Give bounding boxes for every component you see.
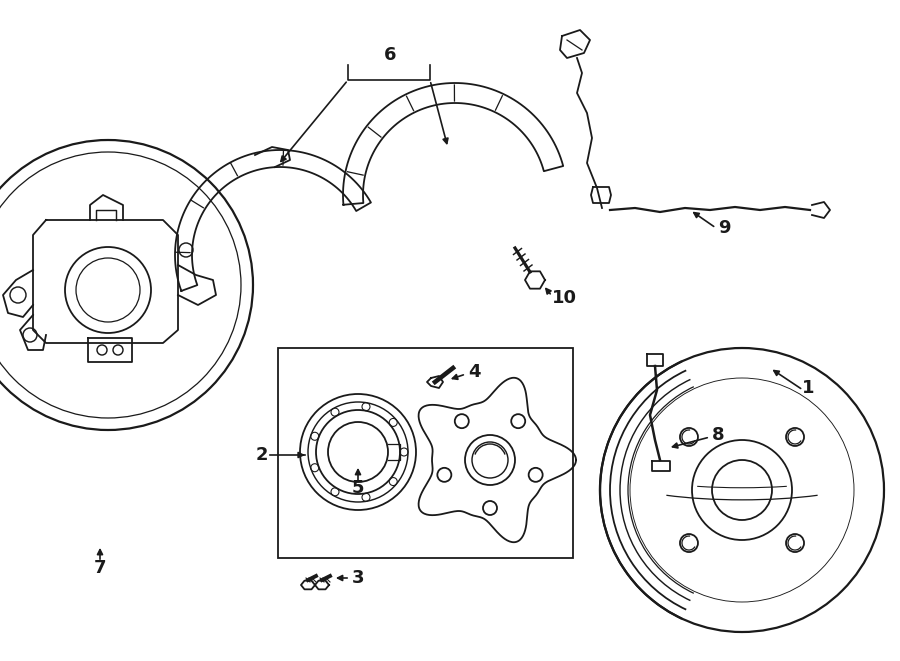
Text: 1: 1 bbox=[802, 379, 814, 397]
Text: 3: 3 bbox=[352, 569, 365, 587]
Text: 8: 8 bbox=[712, 426, 724, 444]
Text: 7: 7 bbox=[94, 559, 106, 577]
Text: 10: 10 bbox=[552, 289, 577, 307]
Bar bbox=[278, 348, 573, 558]
Text: 2: 2 bbox=[256, 446, 268, 464]
Text: 5: 5 bbox=[352, 479, 365, 497]
Text: 9: 9 bbox=[718, 219, 731, 237]
Text: 6: 6 bbox=[383, 46, 396, 64]
Text: 4: 4 bbox=[468, 363, 481, 381]
